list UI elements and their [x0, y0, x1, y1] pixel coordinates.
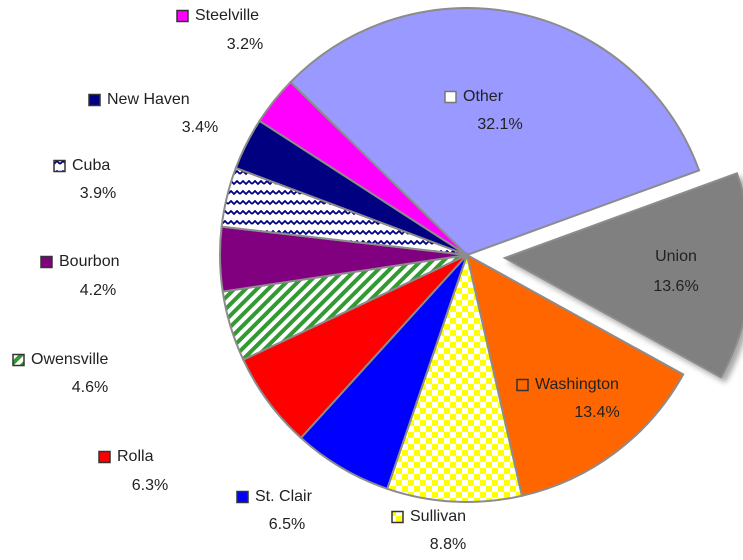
category-label: Cuba — [72, 157, 110, 174]
value-label: 13.4% — [574, 404, 619, 421]
legend-swatch — [391, 510, 404, 524]
pie-slice — [289, 7, 701, 257]
value-label: 3.9% — [80, 185, 116, 202]
pie-slice — [385, 251, 524, 503]
category-label: Rolla — [117, 448, 154, 465]
legend-swatch — [40, 255, 53, 269]
category-label: Owensville — [31, 351, 108, 368]
value-label: 6.3% — [132, 477, 168, 494]
legend-swatch — [12, 353, 25, 367]
pie-slice — [258, 80, 468, 256]
legend-swatch — [88, 93, 101, 107]
legend-swatch — [516, 378, 529, 392]
category-label: Other — [463, 88, 504, 105]
value-label: 6.5% — [269, 516, 305, 533]
value-label: 3.2% — [227, 36, 263, 53]
value-label: 4.2% — [80, 282, 116, 299]
category-label: Bourbon — [59, 253, 120, 270]
category-label: Sullivan — [410, 508, 466, 525]
legend-swatch — [444, 90, 457, 104]
category-label: Washington — [535, 376, 619, 393]
category-label: New Haven — [107, 91, 190, 108]
category-label: St. Clair — [255, 488, 313, 505]
value-label: 3.4% — [182, 119, 218, 136]
legend-swatch — [98, 450, 111, 464]
legend-swatch — [53, 159, 66, 173]
value-label: 8.8% — [430, 536, 466, 553]
value-label: 32.1% — [477, 116, 522, 133]
legend-swatch — [236, 490, 249, 504]
category-label: Steelville — [195, 7, 259, 24]
pie-slice — [465, 253, 685, 498]
value-label: 13.6% — [653, 278, 698, 295]
category-label: Union — [655, 248, 697, 265]
value-label: 4.6% — [72, 379, 108, 396]
legend-swatch — [176, 9, 189, 23]
